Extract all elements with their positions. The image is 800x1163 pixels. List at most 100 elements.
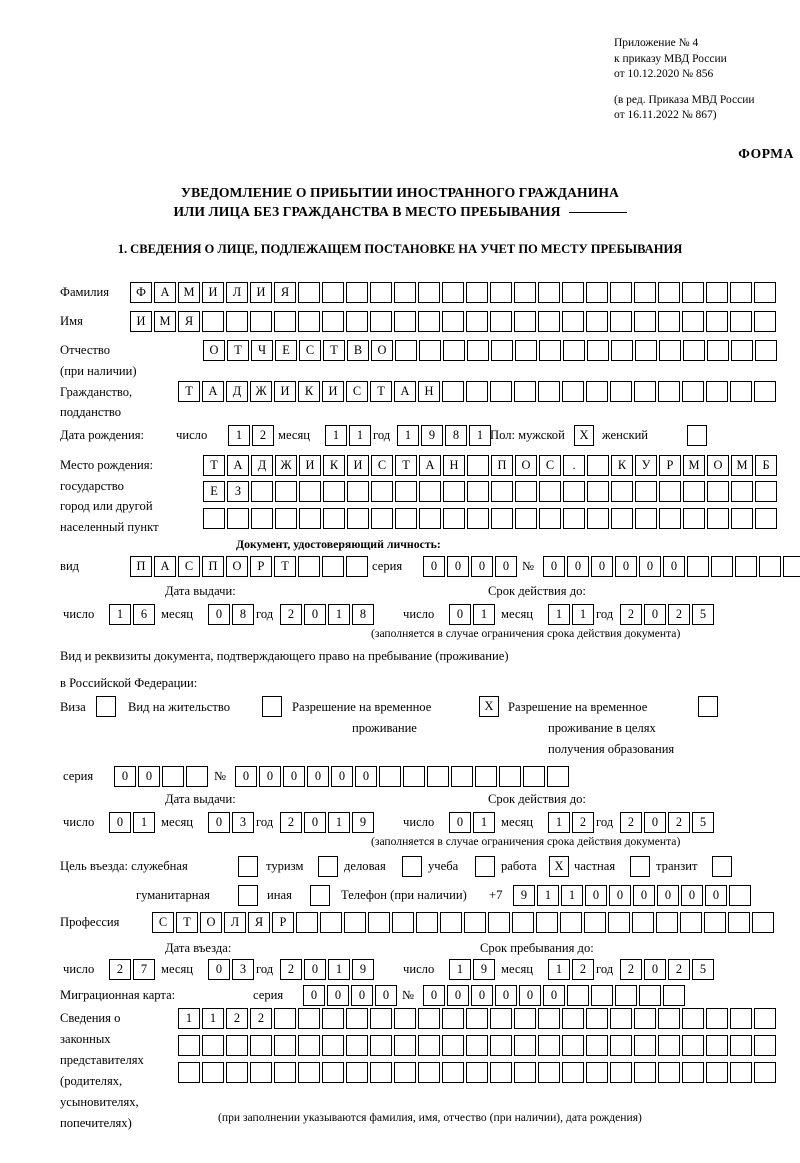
char-cell[interactable]: [346, 282, 368, 303]
char-cell[interactable]: С: [152, 912, 174, 933]
char-cell[interactable]: [322, 311, 344, 332]
char-cell[interactable]: [475, 766, 497, 787]
char-cell[interactable]: И: [274, 381, 296, 402]
char-cell[interactable]: 0: [663, 556, 685, 577]
char-cell[interactable]: 5: [692, 812, 714, 833]
char-cell[interactable]: 0: [615, 556, 637, 577]
char-cell[interactable]: 0: [327, 985, 349, 1006]
char-cell[interactable]: [275, 508, 297, 529]
char-cell[interactable]: [514, 1035, 536, 1056]
char-cell[interactable]: [202, 1062, 224, 1083]
char-cell[interactable]: [707, 508, 729, 529]
char-cell[interactable]: [634, 1008, 656, 1029]
char-cell[interactable]: [658, 1062, 680, 1083]
char-cell[interactable]: [322, 1008, 344, 1029]
char-cell[interactable]: Т: [323, 340, 345, 361]
char-cell[interactable]: [682, 381, 704, 402]
char-cell[interactable]: [587, 508, 609, 529]
char-cell[interactable]: И: [202, 282, 224, 303]
char-cell[interactable]: Р: [659, 455, 681, 476]
char-cell[interactable]: [250, 311, 272, 332]
char-cell[interactable]: [322, 282, 344, 303]
char-cell[interactable]: [687, 556, 709, 577]
char-cell[interactable]: [395, 481, 417, 502]
char-cell[interactable]: 1: [548, 604, 570, 625]
char-cell[interactable]: [322, 1062, 344, 1083]
char-cell[interactable]: Ж: [275, 455, 297, 476]
char-cell[interactable]: [427, 766, 449, 787]
char-cell[interactable]: Т: [370, 381, 392, 402]
char-cell[interactable]: [562, 381, 584, 402]
char-cell[interactable]: Р: [272, 912, 294, 933]
char-cell[interactable]: М: [154, 311, 176, 332]
char-cell[interactable]: .: [563, 455, 585, 476]
char-cell[interactable]: Е: [203, 481, 225, 502]
char-cell[interactable]: [586, 381, 608, 402]
temp-residence-checkbox[interactable]: X: [479, 696, 499, 717]
char-cell[interactable]: 0: [519, 985, 541, 1006]
char-cell[interactable]: [730, 1008, 752, 1029]
char-cell[interactable]: [707, 481, 729, 502]
char-cell[interactable]: 1: [572, 604, 594, 625]
char-cell[interactable]: С: [178, 556, 200, 577]
char-cell[interactable]: В: [347, 340, 369, 361]
char-cell[interactable]: 5: [692, 959, 714, 980]
char-cell[interactable]: [467, 508, 489, 529]
char-cell[interactable]: [586, 282, 608, 303]
char-cell[interactable]: 2: [620, 812, 642, 833]
char-cell[interactable]: 1: [469, 425, 491, 446]
char-cell[interactable]: [707, 340, 729, 361]
char-cell[interactable]: [610, 311, 632, 332]
char-cell[interactable]: 0: [681, 885, 703, 906]
char-cell[interactable]: [563, 481, 585, 502]
char-cell[interactable]: [567, 985, 589, 1006]
char-cell[interactable]: [755, 481, 777, 502]
char-cell[interactable]: [442, 282, 464, 303]
char-cell[interactable]: А: [154, 282, 176, 303]
char-cell[interactable]: [299, 481, 321, 502]
char-cell[interactable]: 0: [644, 812, 666, 833]
char-cell[interactable]: 1: [449, 959, 471, 980]
char-cell[interactable]: 1: [202, 1008, 224, 1029]
char-cell[interactable]: [514, 1008, 536, 1029]
char-cell[interactable]: О: [203, 340, 225, 361]
char-cell[interactable]: [515, 508, 537, 529]
char-cell[interactable]: [610, 282, 632, 303]
char-cell[interactable]: [682, 1035, 704, 1056]
char-cell[interactable]: [658, 311, 680, 332]
char-cell[interactable]: 0: [471, 556, 493, 577]
char-cell[interactable]: [563, 508, 585, 529]
char-cell[interactable]: [418, 282, 440, 303]
char-cell[interactable]: [610, 1062, 632, 1083]
purpose-private-checkbox[interactable]: [630, 856, 650, 877]
char-cell[interactable]: [274, 311, 296, 332]
char-cell[interactable]: 0: [351, 985, 373, 1006]
char-cell[interactable]: [706, 1062, 728, 1083]
char-cell[interactable]: 2: [252, 425, 274, 446]
char-cell[interactable]: [370, 282, 392, 303]
char-cell[interactable]: 9: [352, 959, 374, 980]
legal-rep-row-2-cells[interactable]: [178, 1035, 778, 1056]
char-cell[interactable]: [610, 1008, 632, 1029]
char-cell[interactable]: К: [611, 455, 633, 476]
char-cell[interactable]: [202, 1035, 224, 1056]
char-cell[interactable]: [536, 912, 558, 933]
char-cell[interactable]: [755, 508, 777, 529]
char-cell[interactable]: [490, 381, 512, 402]
char-cell[interactable]: 0: [303, 985, 325, 1006]
char-cell[interactable]: [538, 381, 560, 402]
char-cell[interactable]: [731, 481, 753, 502]
char-cell[interactable]: 0: [331, 766, 353, 787]
char-cell[interactable]: 2: [572, 959, 594, 980]
char-cell[interactable]: О: [200, 912, 222, 933]
residence-permit-checkbox[interactable]: [262, 696, 282, 717]
char-cell[interactable]: 0: [208, 812, 230, 833]
